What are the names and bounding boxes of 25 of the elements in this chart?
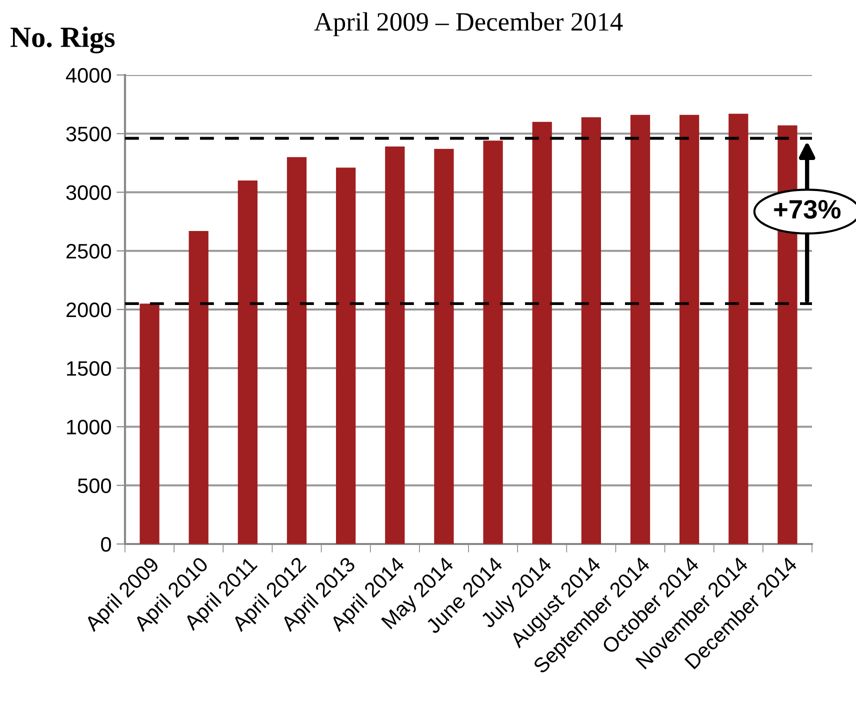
bar (680, 114, 700, 544)
bar (140, 304, 160, 544)
bar (385, 146, 405, 544)
bar (630, 114, 650, 544)
y-tick-label: 1000 (67, 420, 111, 435)
y-tick-label: 500 (78, 478, 111, 494)
y-tick-label: 0 (101, 537, 111, 552)
bar (434, 148, 454, 544)
bar (581, 117, 601, 544)
bar (286, 157, 307, 544)
y-tick-label: 1500 (67, 361, 111, 376)
y-tick-label: 3000 (66, 185, 111, 200)
y-tick-label: 4000 (66, 68, 111, 83)
y-axis-title: No. Rigs (10, 26, 115, 54)
annotation: +73% (774, 200, 841, 219)
bar (532, 122, 552, 544)
bar (238, 180, 258, 544)
y-tick-label: 3500 (66, 126, 111, 142)
chart-title: April 2009 – December 2014 (314, 12, 623, 36)
bar (188, 230, 208, 544)
bar (336, 168, 356, 544)
y-tick-label: 2000 (66, 302, 111, 318)
bar (728, 114, 748, 544)
y-tick-label: 2500 (66, 244, 111, 259)
bar (483, 140, 503, 544)
